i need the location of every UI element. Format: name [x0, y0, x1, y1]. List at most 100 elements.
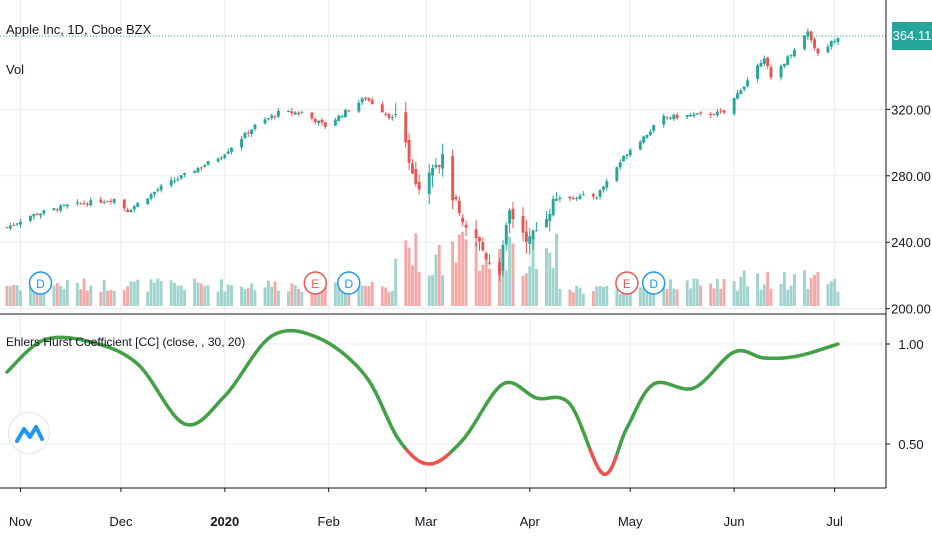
candle-body	[176, 179, 179, 180]
candle-body	[485, 253, 488, 259]
candle-body	[676, 115, 679, 118]
dividend-event-marker[interactable]: D	[643, 272, 665, 294]
candle-body	[615, 167, 618, 181]
candle-body	[29, 216, 32, 221]
time-tick-label: Mar	[415, 514, 438, 529]
candle-body	[173, 181, 176, 182]
volume-bar	[833, 279, 836, 306]
volume-bar	[170, 280, 173, 306]
candle-body	[290, 111, 293, 113]
candle-body	[153, 192, 156, 194]
volume-bar	[837, 292, 840, 306]
candle-body	[692, 114, 695, 116]
volume-bar	[9, 286, 12, 306]
candle-body	[197, 168, 200, 172]
candle-body	[364, 98, 367, 99]
candle-body	[270, 115, 273, 118]
volume-bar	[89, 285, 92, 306]
volume-bar	[783, 272, 786, 306]
volume-bar	[217, 292, 220, 306]
volume-bar	[625, 293, 628, 306]
time-tick-label: Dec	[109, 514, 133, 529]
time-tick-label: Feb	[317, 514, 339, 529]
volume-bar	[133, 282, 136, 306]
volume-bar	[619, 294, 622, 306]
candle-body	[287, 111, 290, 112]
volume-bar	[555, 233, 558, 306]
volume-bar	[813, 275, 816, 306]
tradingview-logo-button[interactable]	[8, 412, 50, 454]
volume-bar	[384, 288, 387, 306]
volume-bar	[739, 277, 742, 306]
candle-body	[381, 104, 384, 112]
volume-bar	[780, 284, 783, 306]
candle-body	[254, 125, 257, 129]
volume-bar	[220, 279, 223, 306]
volume-bar	[592, 291, 595, 306]
candle-body	[783, 64, 786, 66]
candle-body	[99, 199, 102, 202]
volume-bar	[719, 289, 722, 306]
candle-body	[156, 190, 159, 191]
volume-bar	[86, 291, 89, 306]
event-marker-letter: E	[311, 277, 319, 291]
candle-body	[341, 116, 344, 117]
candle-body	[451, 156, 454, 201]
volume-bar	[153, 283, 156, 306]
volume-bar	[488, 269, 491, 306]
candle-body	[739, 90, 742, 94]
hurst-tick-label: 0.50	[898, 437, 923, 452]
volume-bar	[123, 290, 126, 306]
candle-body	[203, 165, 206, 167]
volume-bar	[816, 272, 819, 306]
candle-body	[579, 196, 582, 199]
volume-bar	[12, 285, 15, 306]
volume-bar	[525, 273, 528, 306]
volume-bar	[810, 278, 813, 306]
candle-body	[52, 208, 55, 210]
earnings-event-marker[interactable]: E	[304, 272, 326, 294]
volume-bar	[790, 285, 793, 306]
candle-body	[759, 63, 762, 66]
candle-body	[642, 136, 645, 142]
candle-body	[324, 122, 327, 127]
volume-bar	[528, 266, 531, 306]
volume-bar	[79, 289, 82, 306]
candle-body	[649, 132, 652, 135]
candle-body	[786, 56, 789, 65]
candle-body	[264, 119, 267, 123]
volume-bar	[136, 280, 139, 306]
candle-body	[629, 150, 632, 155]
volume-bar	[756, 273, 759, 306]
indicator-label: Ehlers Hurst Coefficient [CC] (close, , …	[6, 335, 245, 349]
candle-body	[746, 80, 749, 86]
volume-bar	[806, 289, 809, 306]
candle-body	[56, 209, 59, 210]
candle-body	[508, 210, 511, 223]
candle-body	[6, 227, 9, 228]
volume-bar	[243, 289, 246, 306]
candle-body	[488, 263, 491, 264]
volume-bar	[203, 286, 206, 306]
volume-bar	[441, 275, 444, 306]
dividend-event-marker[interactable]: D	[338, 272, 360, 294]
volume-bar	[582, 294, 585, 306]
candle-body	[605, 181, 608, 187]
earnings-event-marker[interactable]: E	[616, 272, 638, 294]
volume-bar	[247, 288, 250, 306]
candle-body	[109, 201, 112, 202]
candle-body	[277, 111, 280, 117]
volume-bar	[552, 268, 555, 306]
volume-bar	[264, 287, 267, 306]
volume-bar	[250, 283, 253, 306]
volume-bar	[408, 248, 411, 306]
candle-body	[294, 113, 297, 115]
volume-bar	[103, 280, 106, 306]
candle-body	[86, 204, 89, 205]
dividend-event-marker[interactable]: D	[30, 272, 52, 294]
candle-body	[347, 110, 350, 111]
candle-body	[434, 165, 437, 168]
volume-bar	[277, 291, 280, 306]
